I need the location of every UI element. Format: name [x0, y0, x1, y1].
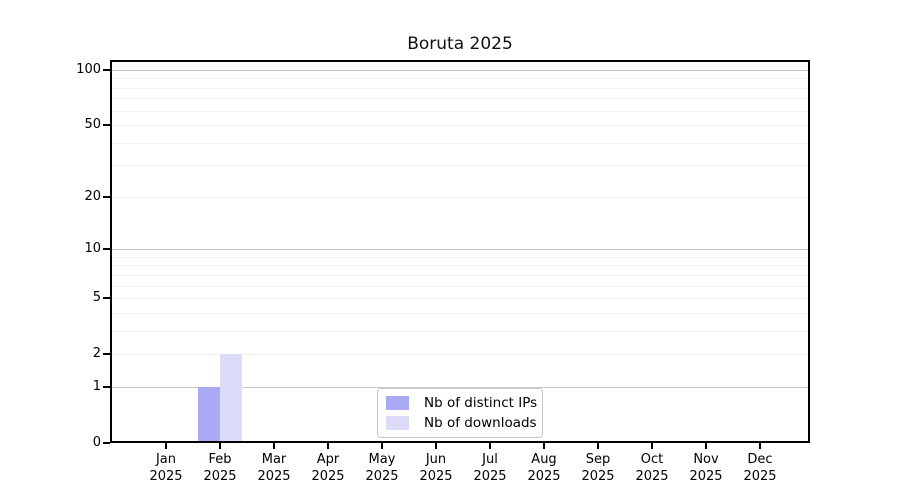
y-gridline-major [110, 386, 810, 388]
x-tick-mark [273, 443, 275, 449]
y-tick-mark [103, 248, 110, 250]
x-tick-label: Dec 2025 [743, 452, 777, 484]
right-spine [808, 60, 810, 443]
y-tick-label: 5 [92, 290, 101, 306]
y-gridline-minor [110, 110, 810, 112]
y-tick-mark [103, 68, 110, 71]
top-spine [110, 60, 810, 62]
y-gridline-minor [110, 98, 810, 100]
x-tick-label: Sep 2025 [581, 452, 615, 484]
y-tick-mark [103, 196, 110, 198]
y-tick-mark [103, 124, 110, 126]
y-tick-mark [103, 297, 110, 299]
legend-label-downloads: Nb of downloads [424, 415, 537, 432]
y-gridline-minor [110, 256, 810, 258]
bar-downloads [220, 354, 242, 443]
y-gridline-minor [110, 274, 810, 276]
y-tick-mark [103, 353, 110, 355]
y-gridline-major [110, 249, 810, 251]
chart-title: Boruta 2025 [407, 34, 513, 54]
y-tick-label: 50 [84, 117, 101, 133]
x-tick-label: Nov 2025 [689, 452, 723, 484]
y-tick-label: 20 [84, 188, 101, 204]
x-tick-label: Jul 2025 [473, 452, 507, 484]
bottom-spine [110, 441, 810, 443]
y-gridline-minor [110, 165, 810, 167]
x-tick-label: Jun 2025 [419, 452, 453, 484]
x-tick-mark [381, 443, 383, 449]
x-tick-mark [543, 443, 545, 449]
legend-item-downloads: Nb of downloads [386, 414, 537, 432]
x-tick-label: Feb 2025 [203, 452, 237, 484]
legend-label-distinct-ips: Nb of distinct IPs [424, 394, 538, 411]
y-gridline-minor [110, 312, 810, 314]
x-tick-mark [327, 443, 329, 449]
y-tick-label: 10 [84, 241, 101, 257]
y-tick-label: 0 [92, 435, 101, 450]
y-tick-label: 1 [92, 378, 101, 394]
plot-area [110, 60, 810, 443]
y-gridline-minor [110, 87, 810, 89]
x-tick-label: Aug 2025 [527, 452, 561, 484]
x-tick-mark [165, 443, 167, 449]
y-tick-label: 2 [92, 346, 101, 362]
y-gridline-major [110, 69, 810, 71]
y-gridline-minor [110, 330, 810, 332]
y-gridline-minor [110, 125, 810, 127]
y-gridline-minor [110, 78, 810, 80]
x-tick-mark [651, 443, 653, 449]
x-tick-label: Mar 2025 [257, 452, 291, 484]
y-tick-label: 100 [76, 61, 101, 77]
y-gridline-minor [110, 265, 810, 267]
x-tick-label: Jan 2025 [149, 452, 183, 484]
legend-item-distinct-ips: Nb of distinct IPs [386, 394, 538, 412]
x-tick-label: Oct 2025 [635, 452, 669, 484]
x-tick-mark [597, 443, 599, 449]
x-tick-mark [759, 443, 761, 449]
x-tick-label: May 2025 [365, 452, 399, 484]
y-gridline-minor [110, 354, 810, 356]
legend-swatch-downloads [386, 416, 409, 431]
y-tick-mark [103, 386, 110, 388]
legend: Nb of distinct IPs Nb of downloads [377, 388, 543, 438]
x-tick-mark [435, 443, 437, 449]
legend-swatch-distinct-ips [386, 395, 409, 410]
y-gridline-minor [110, 142, 810, 144]
x-tick-mark [489, 443, 491, 449]
y-gridline-minor [110, 298, 810, 300]
y-gridline-minor [110, 285, 810, 287]
y-tick-mark [103, 442, 110, 444]
x-tick-mark [219, 443, 221, 449]
y-gridline-minor [110, 196, 810, 198]
x-tick-mark [705, 443, 707, 449]
bar-distinct-ips [198, 386, 220, 443]
left-spine [110, 60, 112, 443]
x-tick-label: Apr 2025 [311, 452, 345, 484]
